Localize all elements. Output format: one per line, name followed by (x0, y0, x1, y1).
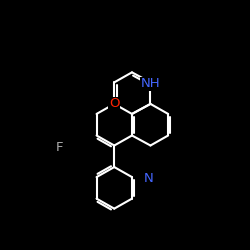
Text: N: N (144, 172, 154, 185)
Text: F: F (56, 141, 63, 154)
Text: O: O (109, 98, 120, 110)
Text: NH: NH (141, 78, 160, 90)
